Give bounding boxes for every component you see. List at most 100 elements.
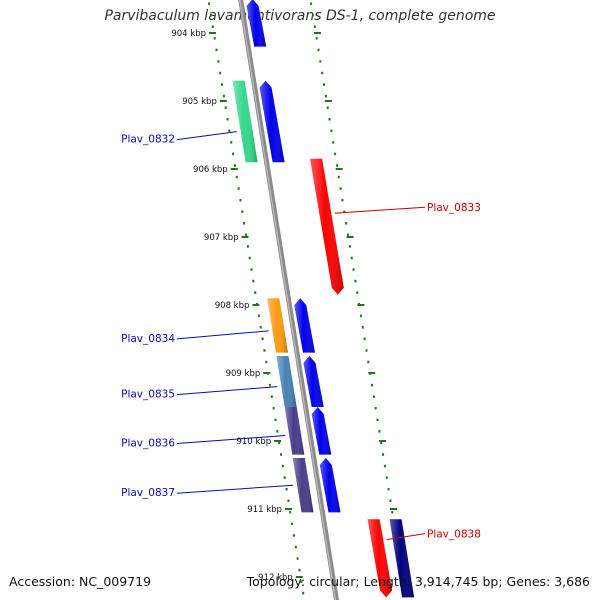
accession-text: Accession: NC_009719 [9,574,152,589]
tick-dot-left [278,441,281,445]
plav-0836-class-block-shading [284,407,305,455]
tick-dot-left [215,48,218,52]
kbp-tick-label: 904 kbp [171,29,206,39]
tick-dot-left [224,106,227,109]
tick-dot-left [250,268,253,271]
tick-dot-left [261,337,264,341]
label-leader-line [176,386,278,396]
tick-dot-left [272,407,275,410]
kbp-tick-label: 911 kbp [247,505,282,515]
tick-layer: 904 kbp 905 kbp 906 kbp 907 kbp 908 kbp 909 k… [171,2,408,595]
tick-dot-left [283,476,286,479]
kbp-tick-label: 910 kbp [236,437,271,447]
label-leader-line [386,533,426,541]
feature-8-cds-block-shading [311,407,332,455]
tick-dot-left [281,464,284,468]
tick-dot-left [276,430,279,433]
feature-1-cds-block-shading [259,80,285,163]
label-leader-line [334,206,426,214]
tick-dot-right [387,487,390,491]
tick-dot-left [289,511,292,514]
label-leader-line [176,131,237,141]
tick-dot-right [389,499,392,502]
map-title: Parvibaculum lavamentivorans DS-1, compl… [104,8,496,24]
tick-dot-right [341,198,344,202]
tick-dot-left [257,314,260,318]
tick-dot-right [391,511,394,514]
kbp-tick-label: 905 kbp [182,97,217,107]
tick-dot-left [243,222,246,225]
tick-dot-left [226,118,229,121]
tick-dot-right [315,37,318,40]
feature-4-cds-block-shading [294,298,315,353]
tick-dot-left [232,152,235,156]
tick-dot-right [356,291,359,294]
tick-dot-left [237,187,240,190]
tick-dot-left [294,545,297,549]
label-layer: Plav_0832 Plav_0833 Plav_0834 Plav_0835 Plav… [121,131,481,541]
topology-text: Topology: circular [246,574,356,589]
tick-dot-right [370,383,373,387]
tick-dot-right [339,187,342,190]
tick-dot-left [228,129,231,133]
tick-dot-left [300,580,303,583]
genome-backbone [238,0,340,600]
kbp-tick-label: 908 kbp [215,301,250,311]
tick-dot-left [239,198,242,202]
tick-dot-left [246,245,249,248]
tick-dot-left [248,256,251,260]
feature-0-cds-block-shading [246,0,267,47]
tick-dot-left [291,522,294,526]
kbp-tick-label: 909 kbp [226,369,261,379]
gene-label-plav-0838: Plav_0838 [427,529,481,541]
feature-13-class-block-shading [389,519,415,598]
label-leader-line [176,484,294,494]
tick-dot-right [321,71,324,75]
tick-dot-left [241,210,244,213]
tick-dot-left [265,360,268,364]
tick-dot-left [259,326,262,329]
genes-text: Genes: 3,686 [498,574,590,589]
tick-dot-left [287,499,290,502]
plav-0835-class-block-shading [276,356,297,407]
tick-dot-right [323,83,326,86]
tick-dot-right [367,360,370,364]
tick-dot-left [245,233,248,237]
plav-0834-class-block-shading [267,298,288,353]
tick-dot-left [235,175,238,179]
tick-dot-right [319,60,322,63]
tick-dot-right [335,164,338,167]
tick-dot-right [376,418,379,422]
tick-dot-right [324,94,327,98]
tick-dot-left [213,37,216,40]
plav-0837-class-block-shading [292,458,314,513]
tick-dot-right [359,314,362,318]
tick-dot-right [313,25,316,29]
tick-dot-left [292,534,295,537]
tick-dot-right [352,268,355,271]
tick-dot-left [274,418,277,422]
tick-dot-right [382,453,385,456]
tick-dot-right [332,141,335,144]
tick-dot-left [217,60,220,63]
plav-0832-class-block-shading [232,80,258,163]
gene-label-plav-0833: Plav_0833 [427,202,481,214]
gene-label-plav-0837: Plav_0837 [121,487,175,499]
tick-dot-right [372,395,375,398]
tick-dot-right [337,175,340,179]
tick-dot-right [310,2,313,5]
plav-0838-cds-block-shading [367,519,393,598]
gene-label-plav-0832: Plav_0832 [121,134,175,146]
tick-dot-right [317,48,320,52]
tick-dot-left [221,83,224,86]
tick-dot-left [219,71,222,75]
kbp-tick-label: 906 kbp [193,165,228,175]
gene-label-plav-0834: Plav_0834 [121,333,175,345]
tick-dot-left [280,453,283,456]
label-leader-line [176,435,286,445]
tick-dot-right [348,245,351,248]
tick-dot-right [345,222,348,225]
tick-dot-right [343,210,346,213]
tick-dot-left [209,13,212,17]
